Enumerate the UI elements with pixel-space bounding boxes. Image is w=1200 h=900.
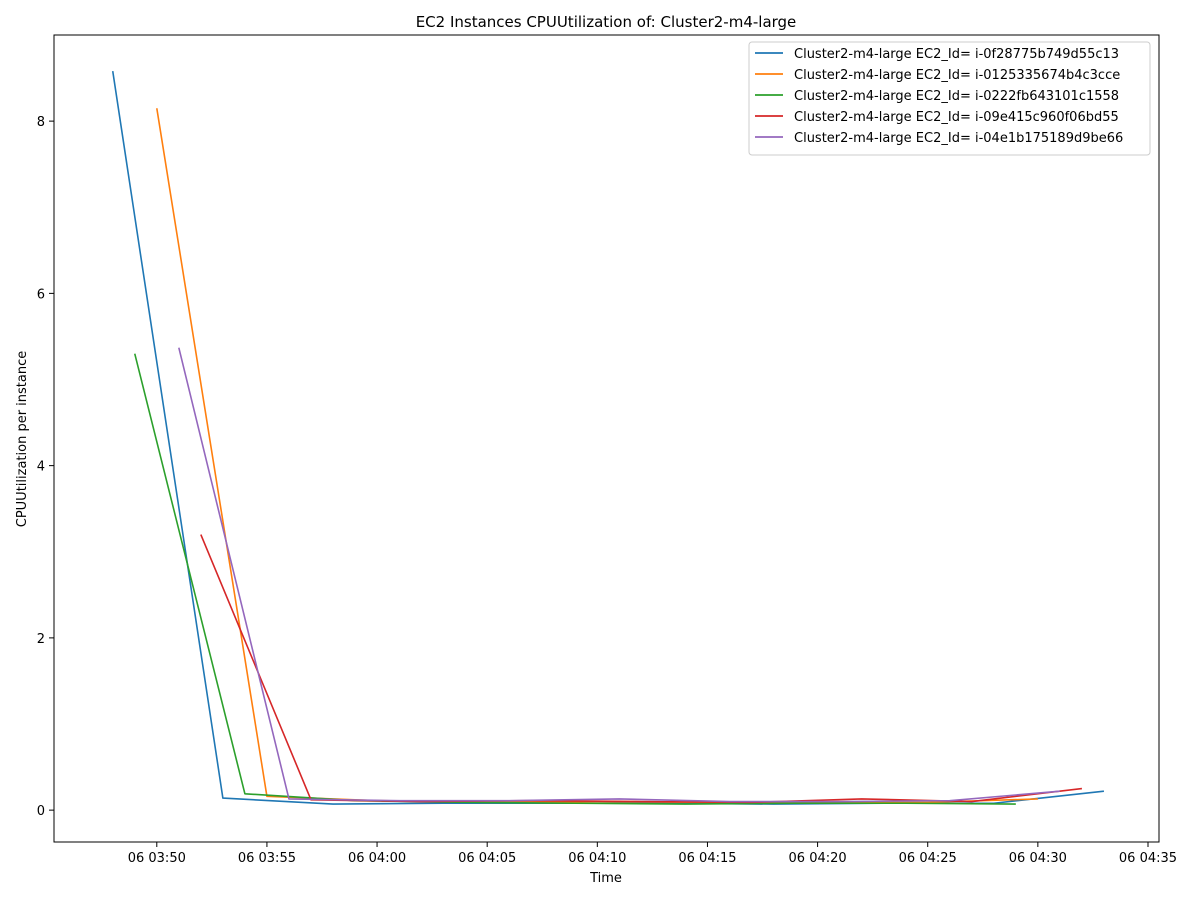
x-tick-label: 06 04:30 [1009, 851, 1067, 866]
y-tick-label: 2 [37, 632, 45, 647]
x-tick-label: 06 03:50 [128, 851, 186, 866]
y-axis-label: CPUUtilization per instance [15, 351, 30, 528]
x-tick-label: 06 04:15 [678, 851, 736, 866]
legend-box [748, 41, 1151, 156]
series-line-3 [133, 353, 1016, 805]
y-tick-label: 6 [37, 287, 45, 302]
x-tick-label: 06 04:10 [568, 851, 626, 866]
legend-label: Cluster2-m4-large EC2_Id= i-0f28775b749d… [794, 47, 1119, 62]
x-axis-label: Time [589, 871, 622, 886]
x-tick-label: 06 04:35 [1119, 851, 1177, 866]
y-tick-label: 8 [37, 115, 45, 130]
x-tick-label: 06 03:55 [238, 851, 296, 866]
series-line-5 [178, 347, 1060, 803]
series-line-2 [156, 108, 1038, 804]
legend: Cluster2-m4-large EC2_Id= i-0f28775b749d… [748, 41, 1151, 156]
legend-label: Cluster2-m4-large EC2_Id= i-04e1b175189d… [794, 131, 1123, 146]
plot-frame [53, 34, 1160, 843]
x-tick-label: 06 04:05 [458, 851, 516, 866]
chart-title: EC2 Instances CPUUtilization of: Cluster… [416, 13, 797, 31]
legend-label: Cluster2-m4-large EC2_Id= i-0125335674b4… [794, 68, 1120, 83]
x-tick-label: 06 04:00 [348, 851, 406, 866]
series-line-1 [111, 71, 1105, 805]
legend-label: Cluster2-m4-large EC2_Id= i-0222fb643101… [794, 89, 1119, 104]
y-tick-label: 4 [37, 460, 45, 475]
series-layer [111, 71, 1105, 805]
x-tick-label: 06 04:20 [789, 851, 847, 866]
legend-label: Cluster2-m4-large EC2_Id= i-09e415c960f0… [794, 110, 1119, 125]
x-tick-label: 06 04:25 [899, 851, 957, 866]
series-line-4 [200, 534, 1083, 804]
x-axis: 06 03:50 06 03:55 06 04:00 06 04:05 06 04:10… [128, 842, 1177, 866]
y-axis: 0 2 4 6 8 [37, 115, 54, 819]
y-tick-label: 0 [37, 804, 45, 819]
